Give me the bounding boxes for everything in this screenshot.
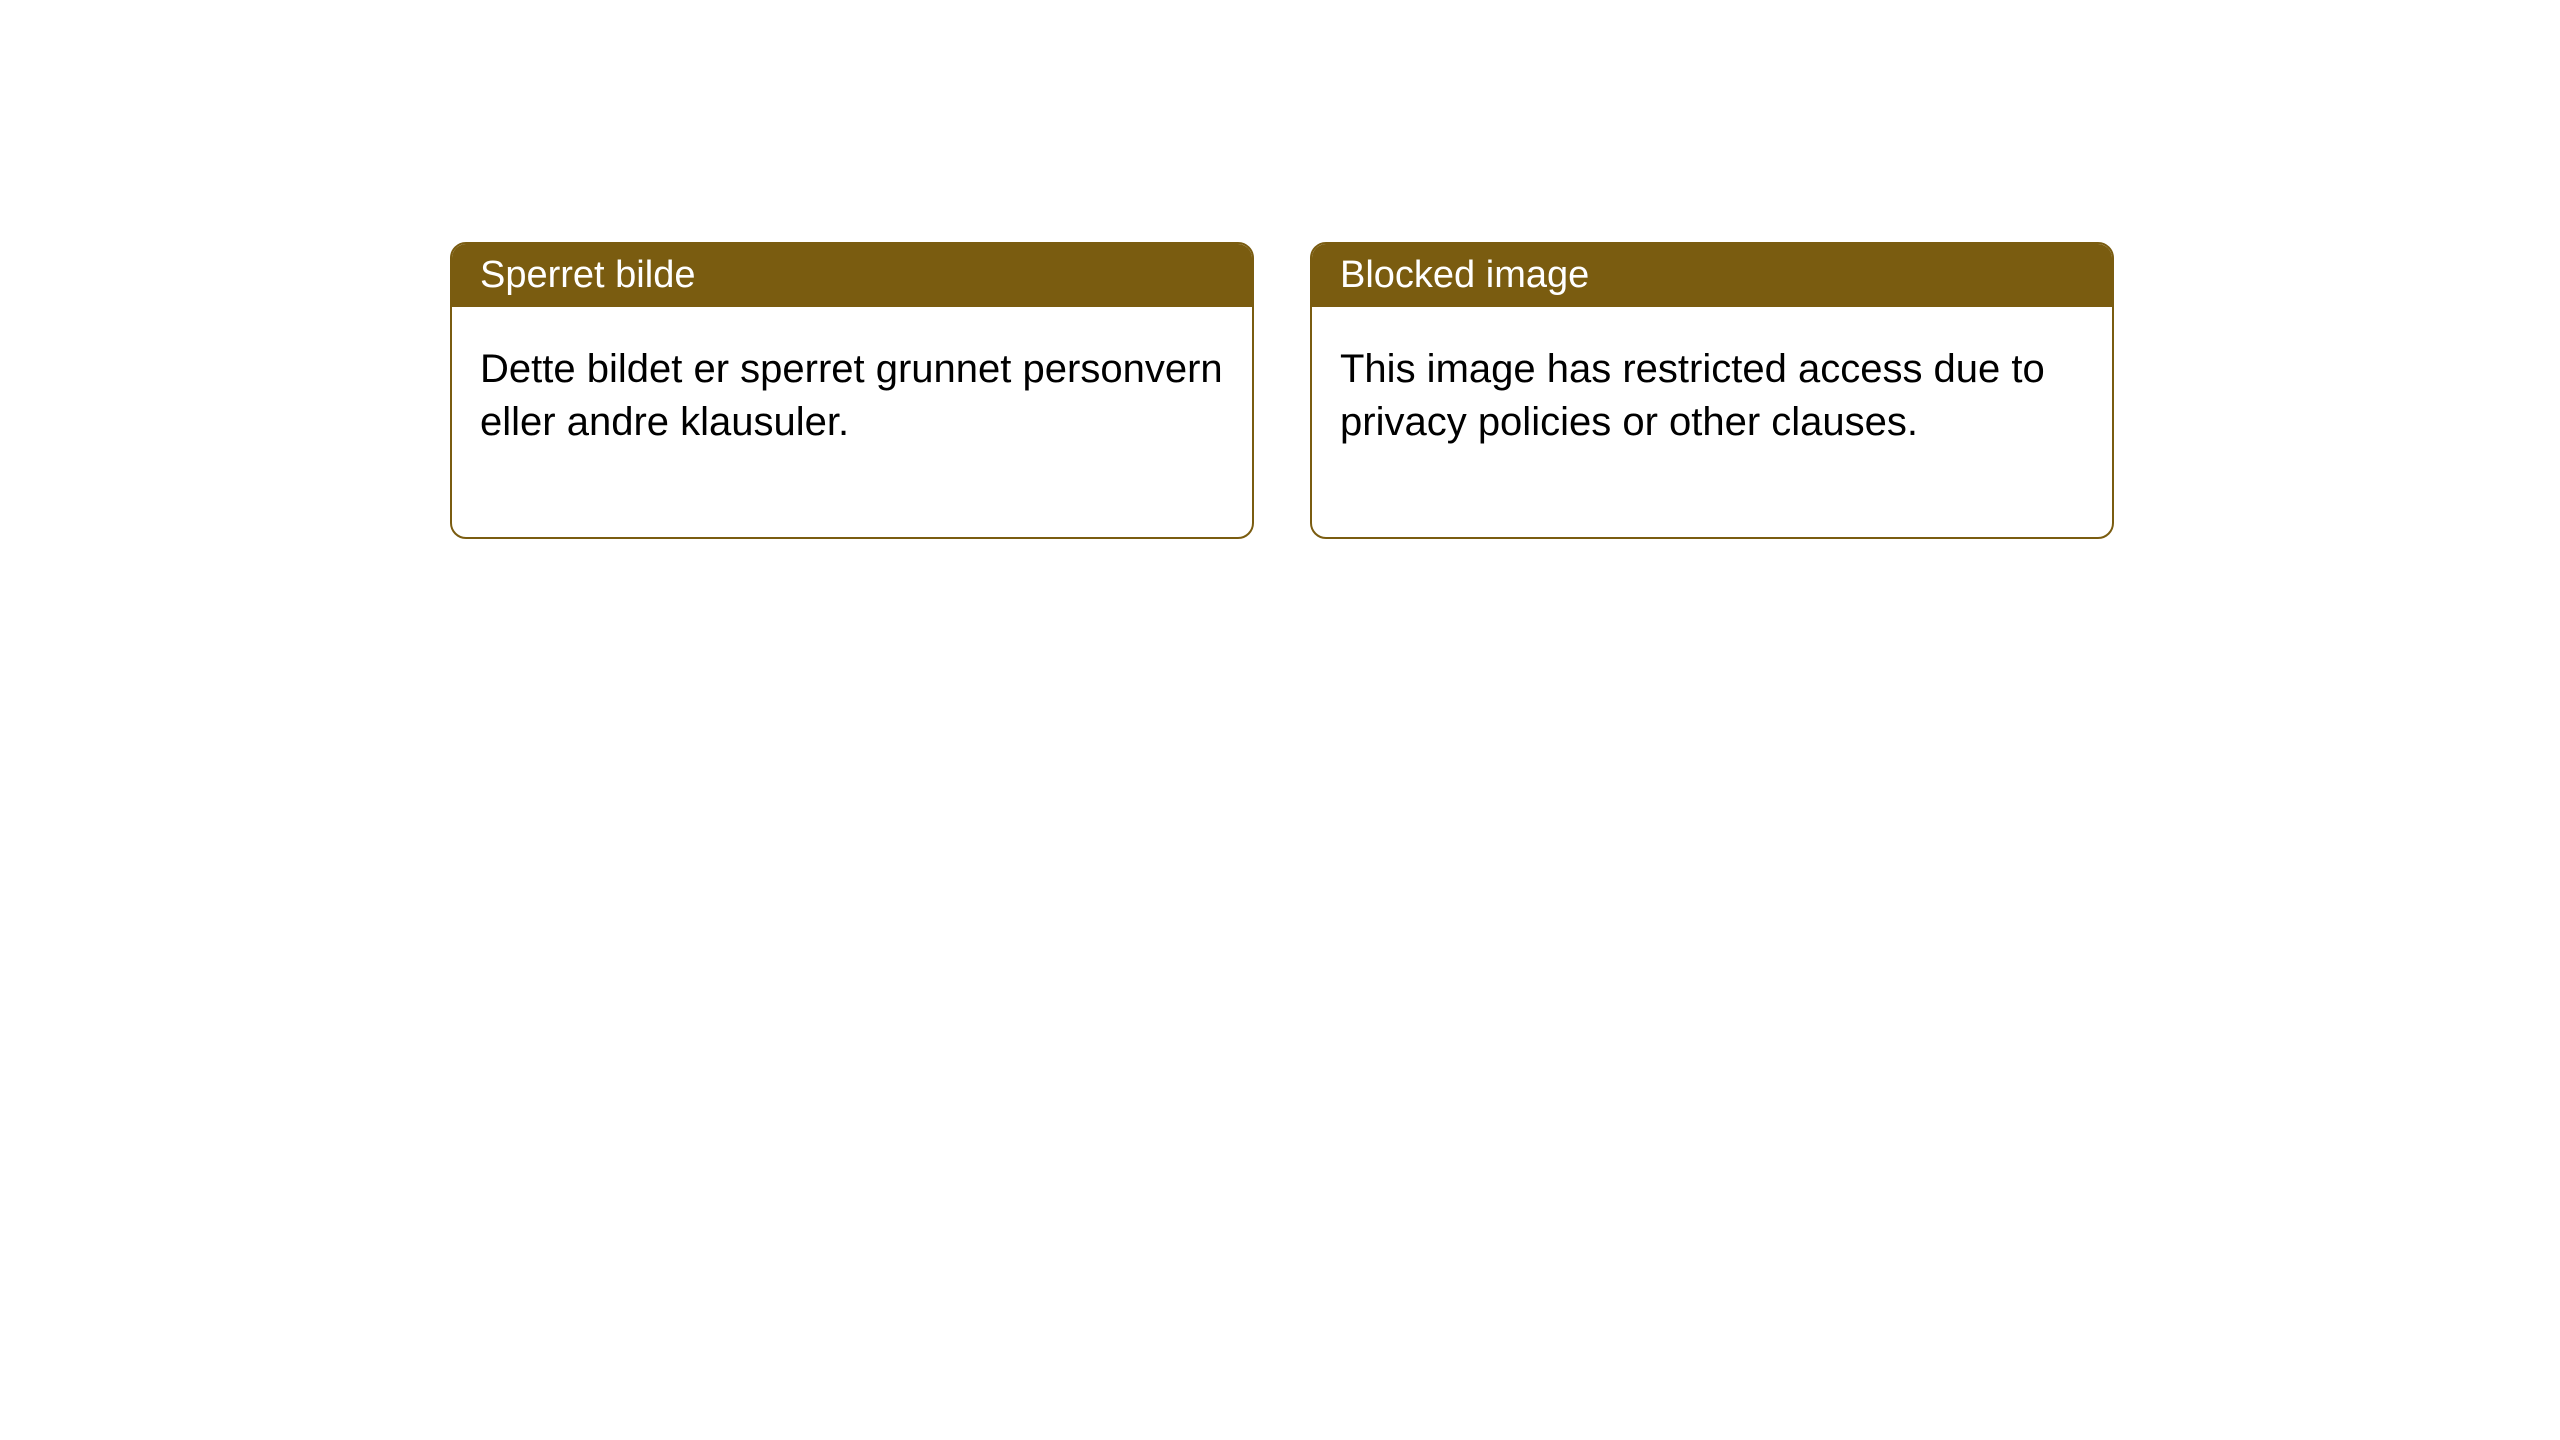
cards-container: Sperret bilde Dette bildet er sperret gr… [0, 0, 2560, 539]
card-header-en: Blocked image [1312, 244, 2112, 307]
card-header-no: Sperret bilde [452, 244, 1252, 307]
card-title-no: Sperret bilde [480, 254, 695, 296]
blocked-image-card-en: Blocked image This image has restricted … [1310, 242, 2114, 539]
card-text-en: This image has restricted access due to … [1340, 347, 2045, 444]
blocked-image-card-no: Sperret bilde Dette bildet er sperret gr… [450, 242, 1254, 539]
card-title-en: Blocked image [1340, 254, 1589, 296]
card-body-en: This image has restricted access due to … [1312, 307, 2112, 537]
card-text-no: Dette bildet er sperret grunnet personve… [480, 347, 1223, 444]
card-body-no: Dette bildet er sperret grunnet personve… [452, 307, 1252, 537]
